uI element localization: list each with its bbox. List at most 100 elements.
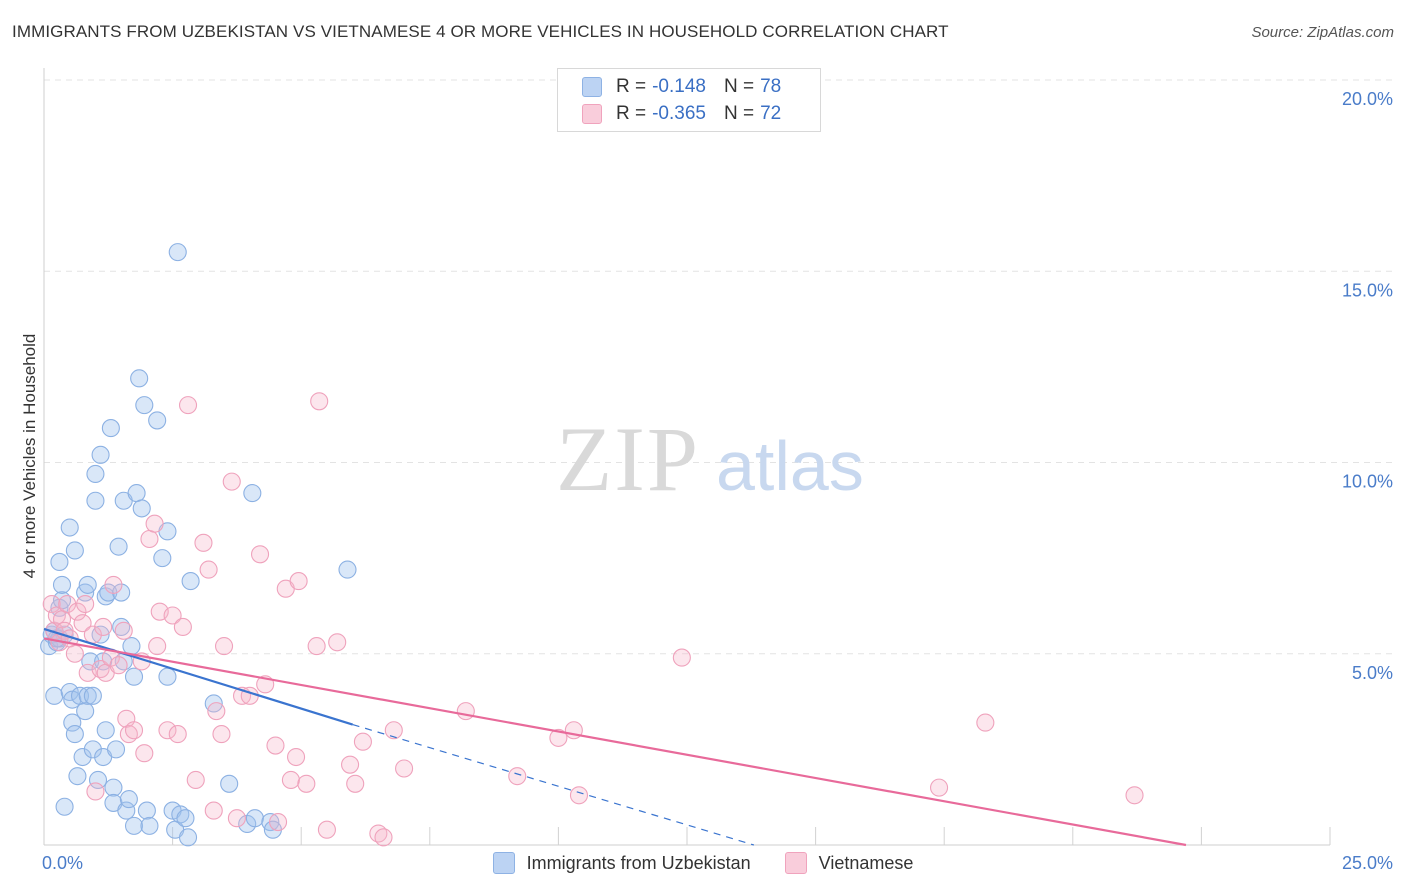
uzbekistan-point [65,725,84,744]
vietnamese-point [266,736,285,755]
legend-swatch-uzbekistan [582,77,602,97]
uzbekistan-point [135,396,154,415]
vietnamese-point [186,770,205,790]
uzbekistan-point [109,537,128,556]
uzbekistan-point [86,464,105,484]
vietnamese-point [346,774,365,793]
legend-row-uzbekistan: R = -0.148 N = 78 [582,75,781,99]
uzbekistan-point [50,552,69,572]
y-tick-label: 20.0% [1342,89,1393,109]
vietnamese-point [297,774,316,793]
series-legend-uzbekistan: Immigrants from Uzbekistan [492,852,751,874]
uzbekistan-point [73,747,92,767]
vietnamese-point [194,533,213,552]
vietnamese-point [140,529,159,549]
uzbekistan-point [137,801,156,820]
series-legend: Immigrants from Uzbekistan Vietnamese [0,852,1406,874]
vietnamese-point [168,725,187,744]
legend-n-label: N = [723,103,755,124]
vietnamese-point [287,747,306,767]
legend-r-value: -0.148 [652,76,706,97]
vietnamese-point [281,770,300,790]
uzbekistan-point [153,549,172,568]
uzbekistan-point [338,560,357,579]
uzbekistan-point [76,702,95,721]
legend-n-label: N = [723,76,755,97]
uzbekistan-point [168,243,187,262]
vietnamese-point [1125,786,1144,805]
uzbekistan-point [124,816,144,835]
vietnamese-point [104,575,123,594]
uzbekistan-point [130,369,149,388]
vietnamese-point [307,637,326,656]
uzbekistan-point [158,667,177,686]
series-name-uzbekistan: Immigrants from Uzbekistan [526,852,751,873]
uzbekistan-point [112,583,131,602]
vietnamese-point [212,725,231,744]
grid-lines [44,79,1394,655]
x-tick-label: 25.0% [1342,853,1393,873]
vietnamese-point [250,545,270,564]
uzbekistan-point [101,419,120,438]
vietnamese-point [569,786,589,805]
uzbekistan-point [140,816,159,835]
vietnamese-point [310,392,329,411]
uzbekistan-point [81,652,100,671]
uzbekistan-point [83,686,102,705]
source-credit: Source: ZipAtlas.com [1251,24,1394,41]
vietnamese-point [73,614,92,633]
vietnamese-point [204,801,223,820]
watermark-zip: ZIP [556,408,700,510]
legend-n-value: 78 [760,76,782,97]
vietnamese-point [317,820,336,839]
uzbekistan-point [181,572,200,591]
vietnamese-point [930,778,949,797]
uzbekistan-point [91,445,110,464]
vietnamese-point [508,767,527,786]
watermark-atlas: atlas [716,427,864,505]
uzbekistan-point [55,797,74,816]
uzbekistan-point [220,774,239,793]
vietnamese-point [214,637,234,656]
vietnamese-point [178,396,198,415]
uzbekistan-point [127,484,146,503]
vietnamese-point [58,594,77,614]
chart-title: IMMIGRANTS FROM UZBEKISTAN VS VIETNAMESE… [12,22,949,41]
vietnamese-point [145,514,164,533]
vietnamese-trend-line [43,637,1187,847]
uzbekistan-point [124,667,144,686]
vietnamese-point [207,702,226,721]
uzbekistan-point [117,801,136,820]
vietnamese-point [456,702,475,721]
vietnamese-point [395,759,414,778]
uzbekistan-point [104,778,123,797]
vietnamese-point [227,809,246,828]
uzbekistan-point [45,686,64,705]
vietnamese-point [158,721,177,740]
uzbekistan-point [86,491,105,510]
vietnamese-point [163,606,182,625]
vietnamese-point [222,472,241,491]
uzbekistan-trend-line [43,627,353,726]
series-uzbekistan [40,243,357,847]
vietnamese-point [672,648,691,667]
uzbekistan-point [68,767,87,786]
vietnamese-point [269,812,288,832]
vietnamese-point [148,637,167,656]
uzbekistan-point [178,828,198,847]
series-legend-vietnamese: Vietnamese [784,852,913,874]
legend-r-label: R = [616,76,647,97]
watermark: ZIP atlas [556,408,864,510]
uzbekistan-point [83,740,102,759]
x-tick-label: 0.0% [42,853,83,873]
vietnamese-point [374,828,393,847]
uzbekistan-point [78,686,97,705]
uzbekistan-point [245,809,264,828]
trend-lines [43,627,1187,847]
data-points [40,243,1144,847]
legend-r-value: -0.365 [652,103,706,124]
tick-labels: 0.0% 25.0% 5.0% 10.0% 15.0% 20.0% [42,89,1393,873]
y-tick-label: 5.0% [1352,663,1393,683]
correlation-legend: R = -0.148 N = 78 R = -0.365 N = 72 [557,68,821,132]
legend-swatch-vietnamese [582,104,602,124]
